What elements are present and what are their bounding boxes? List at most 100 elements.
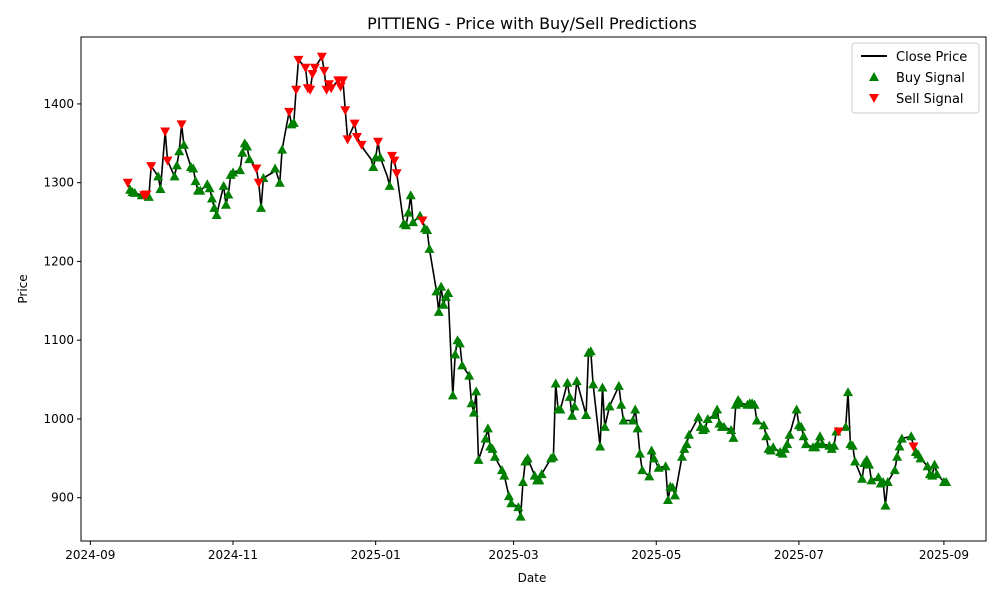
buy-signal-marker [779, 443, 790, 453]
buy-signal-marker [648, 453, 659, 463]
y-tick-label: 1200 [43, 254, 74, 268]
buy-signal-marker [169, 171, 180, 181]
x-tick-label: 2025-03 [489, 548, 539, 562]
buy-signal-marker [211, 209, 222, 219]
buy-signal-marker [798, 431, 809, 441]
sell-signal-marker [372, 137, 383, 147]
buy-signal-marker [782, 439, 793, 449]
buy-signal-marker [438, 299, 449, 309]
buy-signal-marker [433, 306, 444, 316]
buy-signal-marker [190, 176, 201, 186]
buy-signal-marker [436, 281, 447, 291]
sell-signal-marker [389, 156, 400, 166]
buy-signal-marker [777, 448, 788, 458]
buy-signal-marker [646, 445, 657, 455]
buy-signal-marker [817, 439, 828, 449]
buy-signal-marker [550, 378, 561, 388]
buy-signal-marker [597, 382, 608, 392]
buy-signal-marker [894, 441, 905, 451]
buy-signal-marker [405, 190, 416, 200]
buy-signal-marker [571, 376, 582, 386]
buy-signal-marker [548, 451, 559, 461]
buy-signal-marker [929, 459, 940, 469]
buy-signal-marker [447, 390, 458, 400]
buy-signal-marker [487, 443, 498, 453]
buy-signal-marker [503, 491, 514, 501]
plot-area [122, 52, 952, 521]
buy-signal-marker [892, 451, 903, 461]
buy-signal-marker [660, 461, 671, 471]
buy-signal-marker [204, 183, 215, 193]
buy-signal-marker [630, 404, 641, 414]
buy-signal-marker [244, 154, 255, 164]
legend-buy-marker [869, 72, 879, 81]
buy-signal-marker [941, 476, 952, 486]
buy-signal-marker [534, 475, 545, 485]
legend-label-sell: Sell Signal [896, 92, 964, 107]
x-axis-label: Date [518, 571, 547, 585]
buy-signal-marker [896, 433, 907, 443]
buy-signal-marker [178, 139, 189, 149]
sell-signal-marker [340, 106, 351, 116]
sell-signal-marker [309, 63, 320, 73]
buy-signal-marker [288, 117, 299, 127]
sell-signal-marker [141, 190, 152, 200]
sell-signal-marker [284, 107, 295, 117]
legend-label-close: Close Price [896, 50, 967, 65]
sell-signal-marker [146, 162, 157, 172]
sell-signal-marker [160, 127, 171, 137]
buy-signal-marker [506, 498, 517, 508]
sell-signal-marker [162, 156, 173, 166]
buy-signal-marker [667, 482, 678, 492]
x-axis: 2024-09 2024-11 2025-01 2025-03 2025-05 2025-… [65, 541, 969, 562]
buy-signal-marker [471, 386, 482, 396]
buy-signal-marker [880, 500, 891, 510]
buy-signal-marker [153, 171, 164, 181]
buy-signal-marker [228, 167, 239, 177]
buy-signal-marker [749, 399, 760, 409]
sell-signal-marker [356, 140, 367, 150]
buy-signal-marker [931, 469, 942, 479]
buy-signal-marker [709, 410, 720, 419]
buy-signal-marker [464, 370, 475, 380]
buy-signal-marker [581, 410, 592, 419]
y-tick-label: 1100 [43, 333, 74, 347]
legend: Close Price Buy Signal Sell Signal [851, 42, 980, 114]
y-tick-label: 1000 [43, 412, 74, 426]
sell-signal-marker [833, 427, 844, 437]
x-tick-label: 2024-11 [208, 548, 258, 562]
buy-signal-marker [129, 187, 140, 197]
buy-signal-marker [195, 185, 206, 195]
buy-signal-marker [726, 424, 737, 434]
legend-sell-marker [869, 94, 879, 103]
buy-signal-marker [155, 183, 166, 193]
x-tick-label: 2025-05 [631, 548, 681, 562]
buy-signal-marker [277, 144, 288, 154]
buy-signal-marker [637, 465, 648, 475]
sell-signal-marker [305, 85, 316, 95]
buy-signal-marker [422, 224, 433, 234]
buy-signal-marker [522, 453, 533, 463]
buy-signal-marker [700, 423, 711, 433]
buy-signal-marker [585, 346, 596, 356]
buy-signal-marker [473, 454, 484, 464]
buy-signal-marker [662, 495, 673, 505]
buy-signal-marker [627, 415, 638, 425]
buy-signal-marker [800, 439, 811, 449]
buy-signal-marker [604, 401, 615, 411]
buy-signal-marker [174, 146, 185, 156]
legend-frame [851, 42, 980, 114]
buy-signal-marker [536, 469, 547, 479]
buy-signal-marker [454, 338, 465, 348]
buy-signal-marker [882, 476, 893, 486]
x-tick-label: 2024-09 [65, 548, 115, 562]
y-tick-label: 1400 [43, 97, 74, 111]
x-tick-label: 2025-09 [919, 548, 969, 562]
buy-signal-marker [761, 431, 772, 441]
buy-signal-marker [401, 220, 412, 230]
buy-signal-marker [569, 401, 580, 411]
sell-signal-marker [293, 55, 304, 65]
buy-signal-marker [613, 380, 624, 390]
buy-signal-marker [489, 451, 500, 461]
buy-signal-marker [669, 490, 680, 500]
